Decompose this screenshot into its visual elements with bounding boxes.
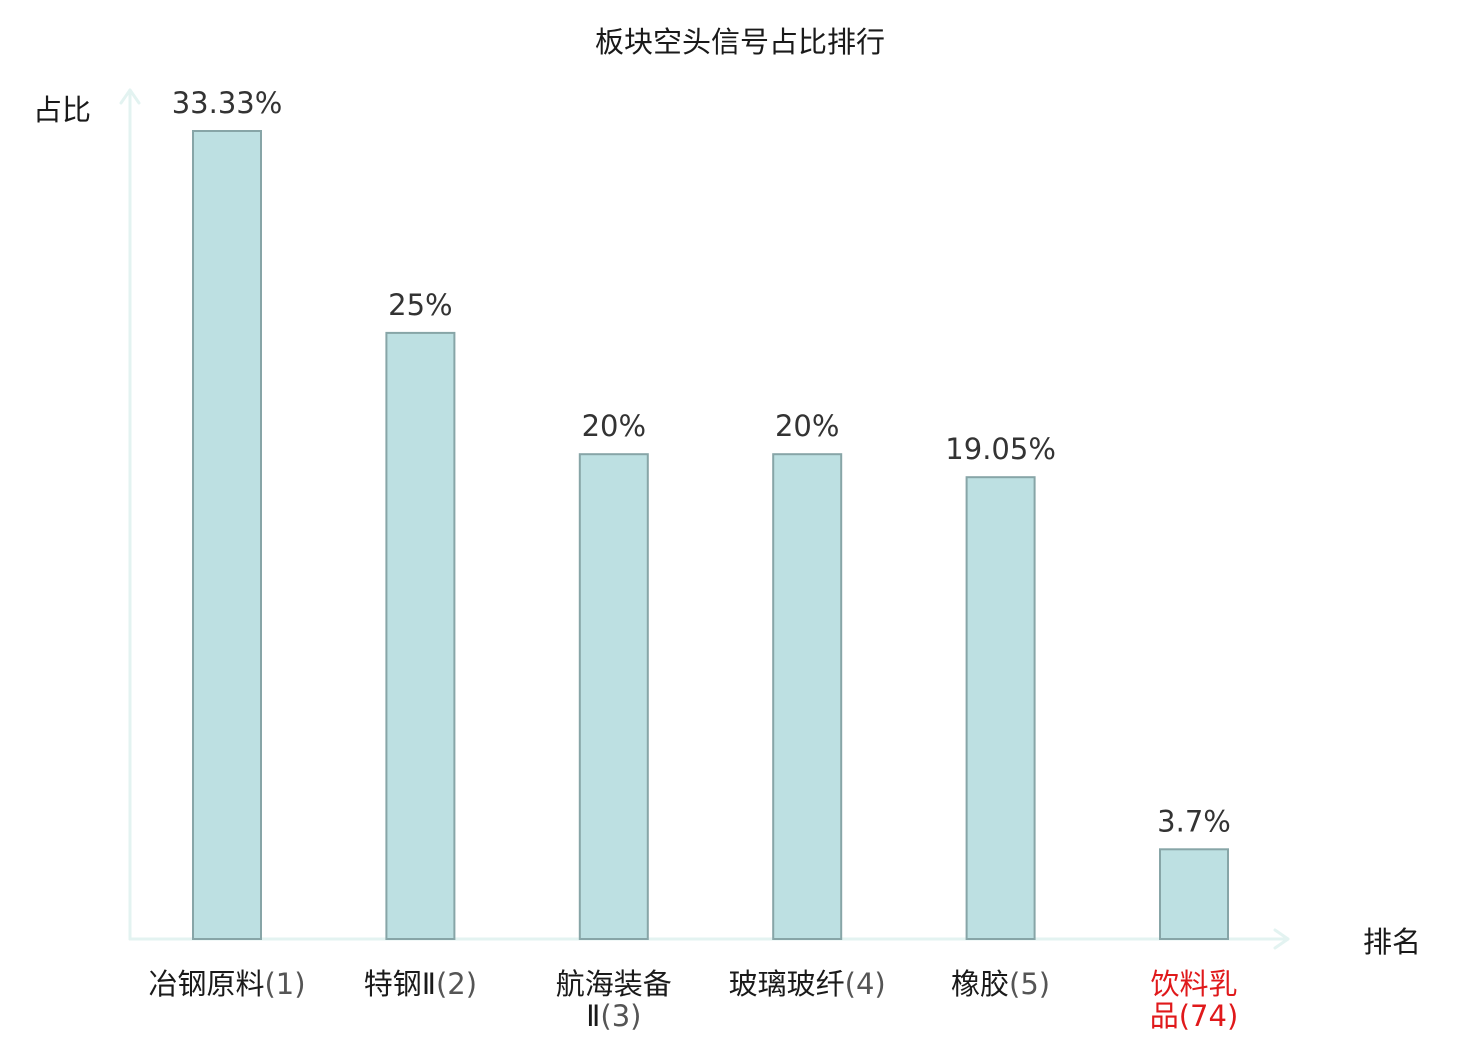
x-tick-label-name: Ⅱ xyxy=(586,999,600,1033)
bar-value-label: 33.33% xyxy=(172,86,283,120)
bar xyxy=(1159,848,1229,940)
bars-group xyxy=(192,130,1229,940)
x-tick-label-name: 玻璃玻纤 xyxy=(729,967,845,1001)
x-tick-label: 冶钢原料(1) xyxy=(148,967,305,1001)
x-tick-label-name: 橡胶 xyxy=(951,967,1009,1001)
x-tick-label-rank: (2) xyxy=(436,967,477,1001)
bar-value-label: 25% xyxy=(388,288,452,322)
x-tick-label: 玻璃玻纤(4) xyxy=(729,967,886,1001)
bar xyxy=(578,453,649,940)
x-axis-label: 排名 xyxy=(1363,925,1421,959)
x-tick-label-name: 航海装备 xyxy=(556,967,672,1001)
bar-value-label: 3.7% xyxy=(1157,804,1231,838)
x-axis-arrow xyxy=(1273,928,1290,950)
bar-value-label: 19.05% xyxy=(945,432,1056,466)
x-tick-label: 饮料乳品(74) xyxy=(1150,967,1239,1033)
bar-value-label: 20% xyxy=(582,409,646,443)
x-tick-label-rank: (5) xyxy=(1009,967,1050,1001)
x-tick-label: 航海装备 Ⅱ(3) xyxy=(556,967,672,1033)
x-tick-label: 橡胶(5) xyxy=(951,967,1050,1001)
x-tick-label-rank: (4) xyxy=(845,967,886,1001)
y-axis-arrow xyxy=(119,88,141,105)
bar xyxy=(385,331,456,940)
x-tick-label-name: 特钢Ⅱ xyxy=(364,967,436,1001)
x-tick-label-name: 饮料乳 xyxy=(1150,967,1237,1001)
value-labels-group: 33.33% 25% 20% 20% 19.05% 3.7% xyxy=(172,86,1231,838)
bar xyxy=(772,453,843,940)
x-tick-label-name: 冶钢原料 xyxy=(148,967,264,1001)
x-tick-label-rank: (74) xyxy=(1179,999,1239,1033)
x-tick-label-rank: (1) xyxy=(264,967,305,1001)
x-tick-label: 特钢Ⅱ(2) xyxy=(364,967,477,1001)
axes xyxy=(119,88,1290,950)
x-tick-label-name: 品 xyxy=(1150,999,1179,1033)
x-tick-labels-group: 冶钢原料(1) 特钢Ⅱ(2) 航海装备 Ⅱ(3) 玻璃玻纤(4) 橡胶(5) 饮料乳品(74… xyxy=(148,967,1238,1033)
bar xyxy=(192,130,262,940)
bar-value-label: 20% xyxy=(775,409,839,443)
chart-title: 板块空头信号占比排行 xyxy=(595,25,885,59)
x-tick-label-rank: (3) xyxy=(600,999,641,1033)
y-axis-label: 占比 xyxy=(33,93,91,127)
bar xyxy=(965,476,1036,940)
